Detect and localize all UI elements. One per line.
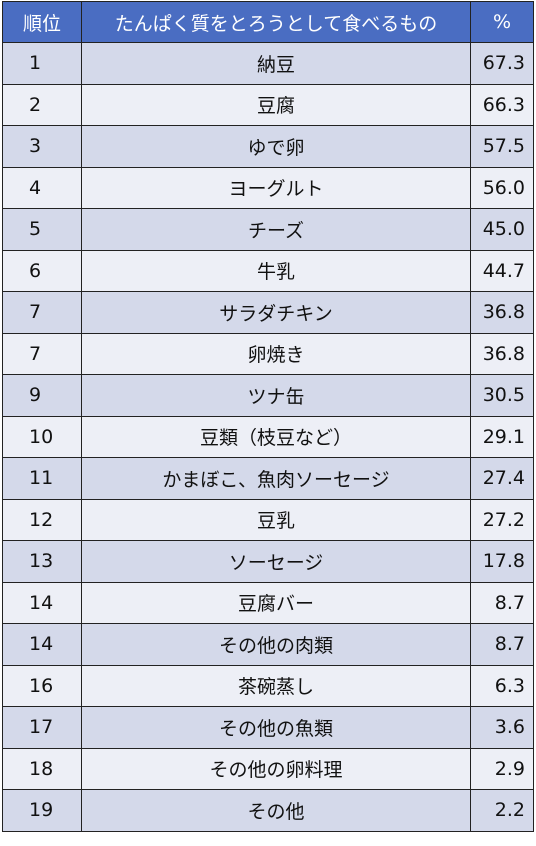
percent-cell: 6.3 <box>470 664 534 707</box>
ranking-table: 順位 たんぱく質をとろうとして食べるもの % 1 納豆 67.3 2 豆腐 66.3 3 ゆで… <box>2 1 534 832</box>
percent-cell: 27.4 <box>470 457 534 500</box>
table-row: 7 卵焼き 36.8 <box>2 332 534 375</box>
table-row: 13 ソーセージ 17.8 <box>2 540 534 583</box>
rank-cell: 1 <box>2 42 82 85</box>
percent-cell: 2.2 <box>470 789 534 832</box>
item-cell: 豆類（枝豆など） <box>81 415 471 458</box>
percent-cell: 66.3 <box>470 83 534 126</box>
percent-cell: 2.9 <box>470 747 534 790</box>
item-cell: ゆで卵 <box>81 125 471 168</box>
table-row: 16 茶碗蒸し 6.3 <box>2 664 534 707</box>
rank-cell: 17 <box>2 706 82 749</box>
rank-cell: 5 <box>2 208 82 251</box>
percent-cell: 36.8 <box>470 332 534 375</box>
table-row: 4 ヨーグルト 56.0 <box>2 166 534 209</box>
rank-cell: 7 <box>2 291 82 334</box>
rank-cell: 2 <box>2 83 82 126</box>
item-cell: サラダチキン <box>81 291 471 334</box>
item-cell: 牛乳 <box>81 249 471 292</box>
table-row: 2 豆腐 66.3 <box>2 83 534 126</box>
percent-cell: 3.6 <box>470 706 534 749</box>
table-row: 18 その他の卵料理 2.9 <box>2 747 534 790</box>
header-percent: % <box>470 1 534 43</box>
rank-cell: 11 <box>2 457 82 500</box>
rank-cell: 6 <box>2 249 82 292</box>
table-row: 5 チーズ 45.0 <box>2 208 534 251</box>
percent-cell: 57.5 <box>470 125 534 168</box>
item-cell: 茶碗蒸し <box>81 664 471 707</box>
item-cell: 卵焼き <box>81 332 471 375</box>
table-row: 3 ゆで卵 57.5 <box>2 125 534 168</box>
rank-cell: 7 <box>2 332 82 375</box>
rank-cell: 16 <box>2 664 82 707</box>
table-row: 14 その他の肉類 8.7 <box>2 623 534 666</box>
table-row: 17 その他の魚類 3.6 <box>2 706 534 749</box>
rank-cell: 13 <box>2 540 82 583</box>
percent-cell: 44.7 <box>470 249 534 292</box>
table-row: 12 豆乳 27.2 <box>2 498 534 541</box>
rank-cell: 10 <box>2 415 82 458</box>
item-cell: 豆腐 <box>81 83 471 126</box>
percent-cell: 56.0 <box>470 166 534 209</box>
item-cell: その他の魚類 <box>81 706 471 749</box>
table-row: 19 その他 2.2 <box>2 789 534 832</box>
percent-cell: 36.8 <box>470 291 534 334</box>
rank-cell: 4 <box>2 166 82 209</box>
item-cell: 豆腐バー <box>81 581 471 624</box>
item-cell: 納豆 <box>81 42 471 85</box>
table-row: 6 牛乳 44.7 <box>2 249 534 292</box>
rank-cell: 19 <box>2 789 82 832</box>
header-item: たんぱく質をとろうとして食べるもの <box>81 1 471 43</box>
item-cell: チーズ <box>81 208 471 251</box>
table-row: 1 納豆 67.3 <box>2 42 534 85</box>
rank-cell: 14 <box>2 581 82 624</box>
item-cell: 豆乳 <box>81 498 471 541</box>
percent-cell: 8.7 <box>470 623 534 666</box>
table-row: 7 サラダチキン 36.8 <box>2 291 534 334</box>
item-cell: その他の肉類 <box>81 623 471 666</box>
table-body: 1 納豆 67.3 2 豆腐 66.3 3 ゆで卵 57.5 4 ヨーグルト 56.0 5 チーズ 45.0… <box>2 42 534 832</box>
rank-cell: 18 <box>2 747 82 790</box>
percent-cell: 8.7 <box>470 581 534 624</box>
percent-cell: 27.2 <box>470 498 534 541</box>
percent-cell: 30.5 <box>470 374 534 417</box>
table-row: 9 ツナ缶 30.5 <box>2 374 534 417</box>
item-cell: その他の卵料理 <box>81 747 471 790</box>
rank-cell: 9 <box>2 374 82 417</box>
percent-cell: 45.0 <box>470 208 534 251</box>
rank-cell: 3 <box>2 125 82 168</box>
item-cell: かまぼこ、魚肉ソーセージ <box>81 457 471 500</box>
percent-cell: 17.8 <box>470 540 534 583</box>
item-cell: ソーセージ <box>81 540 471 583</box>
percent-cell: 67.3 <box>470 42 534 85</box>
header-row: 順位 たんぱく質をとろうとして食べるもの % <box>2 1 534 43</box>
table-row: 11 かまぼこ、魚肉ソーセージ 27.4 <box>2 457 534 500</box>
rank-cell: 14 <box>2 623 82 666</box>
percent-cell: 29.1 <box>470 415 534 458</box>
table-row: 14 豆腐バー 8.7 <box>2 581 534 624</box>
item-cell: ツナ缶 <box>81 374 471 417</box>
header-rank: 順位 <box>2 1 82 43</box>
rank-cell: 12 <box>2 498 82 541</box>
table-row: 10 豆類（枝豆など） 29.1 <box>2 415 534 458</box>
item-cell: その他 <box>81 789 471 832</box>
item-cell: ヨーグルト <box>81 166 471 209</box>
